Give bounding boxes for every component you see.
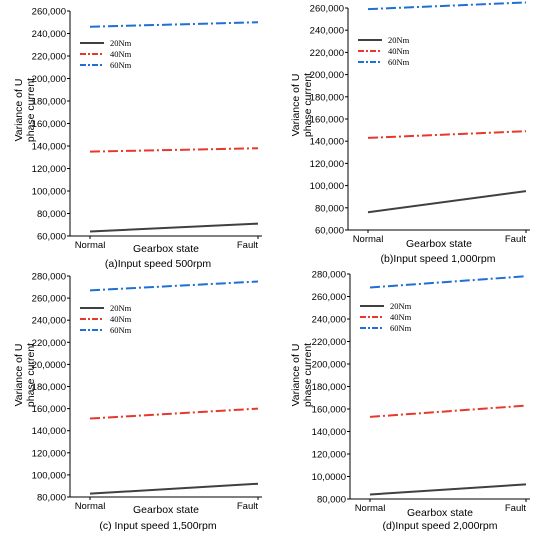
legend-label: 60Nm — [110, 60, 132, 70]
y-tick-label: 260,000 — [32, 7, 66, 18]
series-line-60Nm — [369, 275, 527, 289]
y-tick-label: 240,000 — [310, 26, 344, 37]
y-tick-label: 100,000 — [310, 181, 344, 192]
y-axis-title: Variance of Uphase current — [290, 343, 314, 407]
y-tick-label: 200,000 — [32, 74, 66, 85]
legend-label: 20Nm — [110, 38, 132, 48]
chart-panel-4: 80,000 10,0000 120,000 140,000 160,000 180,00… — [290, 270, 530, 532]
x-tick-label: Normal — [353, 234, 384, 245]
series-line-60Nm — [89, 280, 259, 292]
y-tick-label: 280,000 — [312, 270, 346, 281]
y-tick-label: 10,0000 — [312, 472, 346, 483]
x-axis-title: Gearbox state — [407, 507, 473, 519]
y-tick-label: 120,000 — [32, 164, 66, 175]
x-tick-label: Normal — [75, 240, 106, 251]
legend-label: 60Nm — [390, 323, 412, 333]
x-axis-title: Gearbox state — [406, 238, 472, 250]
x-tick-label: Normal — [355, 503, 386, 514]
panel-caption: (d)Input speed 2,000rpm — [383, 520, 498, 532]
panel-caption: (b)Input speed 1,000rpm — [381, 253, 496, 265]
chart-panel-3: 80,000 100,000 120,000 140,000 160,000 180,00… — [13, 272, 262, 532]
x-tick-label: Fault — [237, 501, 258, 512]
y-tick-label: 240,000 — [32, 29, 66, 40]
y-tick-label: 100,000 — [32, 470, 66, 481]
series-line-60Nm — [89, 21, 259, 28]
series-line-20Nm — [369, 483, 527, 496]
y-tick-label: 80,000 — [317, 495, 346, 506]
panel-caption: (a)Input speed 500rpm — [105, 258, 211, 270]
y-tick-label: 140,000 — [312, 427, 346, 438]
panel-caption: (c) Input speed 1,500rpm — [99, 520, 217, 532]
y-tick-label: 240,000 — [312, 315, 346, 326]
y-tick-label: 100,000 — [32, 187, 66, 198]
x-tick-label: Fault — [505, 234, 526, 245]
legend-label: 60Nm — [388, 57, 410, 67]
legend-label: 40Nm — [390, 312, 412, 322]
y-tick-label: 180,000 — [312, 382, 346, 393]
y-tick-label: 260,000 — [310, 4, 344, 15]
series-line-40Nm — [89, 147, 259, 153]
y-axis-title: Variance of Uphase current — [13, 78, 37, 142]
y-tick-label: 80,000 — [37, 209, 66, 220]
y-tick-label: 180,000 — [310, 92, 344, 103]
y-tick-label: 120,000 — [312, 450, 346, 461]
y-tick-label: 120,000 — [32, 448, 66, 459]
y-axis-title: Variance of Uphase current — [13, 343, 37, 407]
y-tick-label: 220,000 — [310, 48, 344, 59]
legend-label: 40Nm — [388, 46, 410, 56]
chart-panel-1: 60,000 80,000 100,000 120,000 140,000 160,000… — [13, 7, 262, 270]
y-tick-label: 60,000 — [315, 226, 344, 237]
y-tick-label: 140,000 — [310, 137, 344, 148]
chart-panel-2: 60,000 80,000 100,000 120,000 140,000 160,000… — [290, 1, 530, 265]
y-tick-label: 140,000 — [32, 426, 66, 437]
series-line-20Nm — [89, 482, 259, 495]
y-tick-label: 280,000 — [32, 272, 66, 283]
x-tick-label: Fault — [505, 503, 526, 514]
y-tick-label: 200,000 — [310, 70, 344, 81]
y-tick-label: 140,000 — [32, 142, 66, 153]
series-line-20Nm — [367, 190, 527, 214]
y-tick-label: 180,000 — [32, 382, 66, 393]
x-tick-label: Fault — [237, 240, 258, 251]
series-line-60Nm — [367, 1, 527, 11]
y-tick-label: 220,000 — [312, 337, 346, 348]
legend-label: 40Nm — [110, 314, 132, 324]
y-tick-label: 220,000 — [32, 338, 66, 349]
y-tick-label: 220,000 — [32, 52, 66, 63]
series-line-40Nm — [89, 407, 259, 420]
x-axis-title: Gearbox state — [133, 243, 199, 255]
y-tick-label: 160,000 — [312, 405, 346, 416]
y-tick-label: 180,000 — [32, 97, 66, 108]
legend-label: 40Nm — [110, 49, 132, 59]
legend-label: 20Nm — [388, 35, 410, 45]
y-tick-label: 160,000 — [32, 119, 66, 130]
y-tick-label: 240,000 — [32, 316, 66, 327]
y-axis-title: Variance of Uphase current — [290, 73, 314, 137]
series-line-40Nm — [369, 404, 527, 418]
y-tick-label: 120,000 — [310, 159, 344, 170]
x-tick-label: Normal — [75, 501, 106, 512]
y-tick-label: 20,0000 — [32, 360, 66, 371]
y-tick-label: 80,000 — [37, 493, 66, 504]
y-tick-label: 160,000 — [310, 115, 344, 126]
series-line-20Nm — [89, 222, 259, 233]
series-line-40Nm — [367, 130, 527, 139]
legend-label: 20Nm — [390, 301, 412, 311]
x-axis-title: Gearbox state — [133, 504, 199, 516]
legend-label: 60Nm — [110, 325, 132, 335]
y-tick-label: 260,000 — [312, 292, 346, 303]
legend-label: 20Nm — [110, 303, 132, 313]
y-tick-label: 160,000 — [32, 404, 66, 415]
y-tick-label: 60,000 — [37, 232, 66, 243]
y-tick-label: 200,000 — [312, 360, 346, 371]
y-tick-label: 80,000 — [315, 203, 344, 214]
y-tick-label: 260,000 — [32, 294, 66, 305]
